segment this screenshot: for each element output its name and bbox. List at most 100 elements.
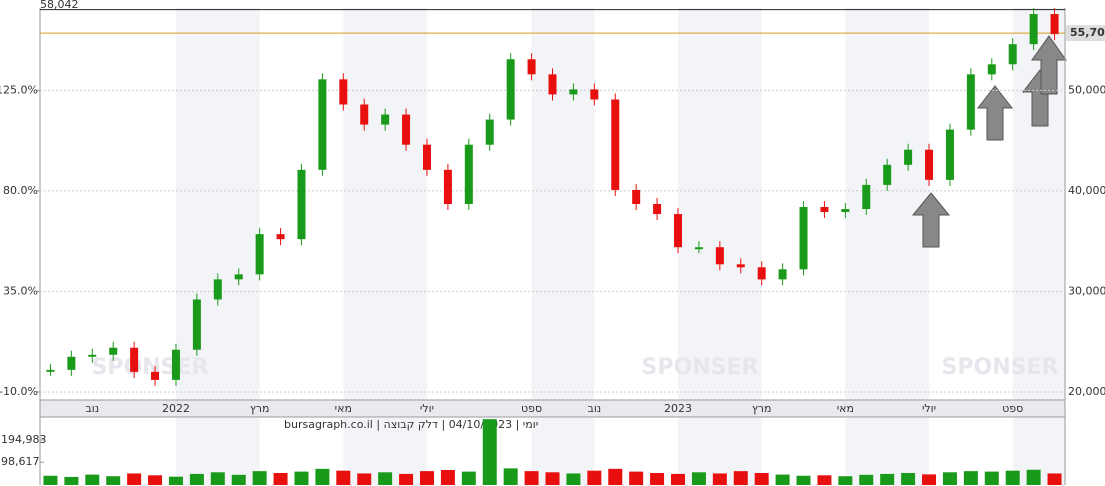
candle bbox=[276, 234, 285, 240]
candle bbox=[402, 114, 411, 145]
shade-band bbox=[531, 418, 595, 485]
shade-band bbox=[343, 8, 427, 400]
volume-bar bbox=[419, 471, 434, 485]
arrows bbox=[911, 35, 1067, 248]
candle bbox=[548, 74, 557, 95]
candle bbox=[46, 369, 55, 372]
volume-bar bbox=[336, 470, 351, 485]
volume-bar bbox=[650, 472, 665, 485]
candle bbox=[883, 164, 892, 185]
shade-band bbox=[175, 8, 260, 400]
volume-bar bbox=[43, 475, 58, 485]
candle bbox=[694, 247, 703, 250]
volume-bar bbox=[608, 468, 623, 485]
volume-bar bbox=[168, 476, 183, 485]
candle bbox=[506, 59, 515, 120]
watermark: SPONSER bbox=[92, 355, 209, 380]
shade-band bbox=[531, 8, 595, 400]
y2-tick-label: 125.0% bbox=[0, 83, 38, 96]
candle bbox=[632, 189, 641, 204]
candle bbox=[736, 264, 745, 268]
x-tick-label: 2023 bbox=[664, 402, 692, 415]
volume-bar bbox=[106, 476, 121, 485]
candle bbox=[1029, 14, 1038, 45]
candle bbox=[88, 354, 97, 357]
y-tick-label: 20,000 bbox=[1068, 385, 1105, 398]
volume-bar bbox=[963, 471, 978, 485]
candle bbox=[443, 169, 452, 204]
candle bbox=[904, 149, 913, 165]
candle bbox=[234, 274, 243, 280]
watermark: SPONSER bbox=[642, 355, 759, 380]
candle bbox=[109, 347, 118, 355]
x-tick-label: מרץ bbox=[250, 402, 270, 415]
volume-bar bbox=[127, 473, 142, 485]
candle bbox=[318, 79, 327, 170]
volume-bar bbox=[901, 472, 916, 485]
candle bbox=[255, 234, 264, 275]
volume-bar bbox=[64, 476, 79, 485]
volume-bar bbox=[922, 474, 937, 485]
volume-bar bbox=[691, 472, 706, 485]
volume-bar bbox=[733, 471, 748, 485]
x-tick-label: ספט bbox=[521, 402, 542, 415]
volume-bar bbox=[399, 473, 414, 485]
candle bbox=[339, 79, 348, 105]
candle bbox=[945, 129, 954, 180]
candle bbox=[527, 59, 536, 75]
y-tick-label: 50,000 bbox=[1068, 83, 1105, 96]
y-tick-label: 40,000 bbox=[1068, 184, 1105, 197]
volume-bar bbox=[1005, 470, 1020, 485]
volume-bar bbox=[545, 472, 560, 485]
volume-bar bbox=[712, 473, 727, 485]
candle bbox=[674, 214, 683, 248]
volume-bar bbox=[671, 473, 686, 485]
x-tick-label: מאי bbox=[335, 402, 352, 415]
x-tick-label: יולי bbox=[420, 402, 434, 415]
volume-bar bbox=[796, 475, 811, 485]
candle bbox=[1050, 14, 1059, 35]
candle bbox=[715, 247, 724, 265]
candle bbox=[778, 269, 787, 280]
y2-tick-label: 80.0% bbox=[3, 184, 38, 197]
volume-bar bbox=[1026, 469, 1041, 485]
volume-bar bbox=[85, 474, 100, 485]
volume-bar bbox=[210, 472, 225, 485]
candle bbox=[360, 104, 369, 125]
x-tick-label: 2022 bbox=[162, 402, 190, 415]
volume-bar bbox=[482, 419, 497, 485]
volume-bar bbox=[629, 471, 644, 485]
candle bbox=[130, 347, 139, 372]
y2-tick-label: -10.0% bbox=[0, 385, 38, 398]
volume-bar bbox=[148, 475, 163, 485]
candle bbox=[590, 89, 599, 100]
candle bbox=[925, 149, 934, 180]
candle bbox=[820, 207, 829, 213]
last-price-box bbox=[1066, 25, 1105, 42]
volume-bar bbox=[461, 471, 476, 485]
candle bbox=[381, 114, 390, 125]
x-tick-label: נוב bbox=[85, 402, 99, 415]
volume-bar bbox=[880, 473, 895, 485]
shade-band bbox=[678, 8, 762, 400]
x-tick-label: יולי bbox=[922, 402, 936, 415]
x-tick-label: מאי bbox=[837, 402, 854, 415]
y-tick-label: 30,000 bbox=[1068, 284, 1105, 297]
candle bbox=[987, 64, 996, 75]
candle bbox=[841, 209, 850, 213]
volume-bar bbox=[378, 472, 393, 485]
candle bbox=[464, 144, 473, 204]
volume-bar bbox=[315, 468, 330, 485]
candle bbox=[485, 119, 494, 145]
volume-bar bbox=[503, 468, 518, 485]
volume-bar bbox=[817, 475, 832, 485]
candle bbox=[611, 99, 620, 190]
volume-bar bbox=[942, 472, 957, 485]
candle bbox=[862, 184, 871, 210]
candle bbox=[1008, 44, 1017, 65]
volume-bar bbox=[524, 471, 539, 485]
volume-bar bbox=[838, 476, 853, 485]
x-tick-label: נוב bbox=[587, 402, 601, 415]
y2-tick-label: 35.0% bbox=[3, 284, 38, 297]
